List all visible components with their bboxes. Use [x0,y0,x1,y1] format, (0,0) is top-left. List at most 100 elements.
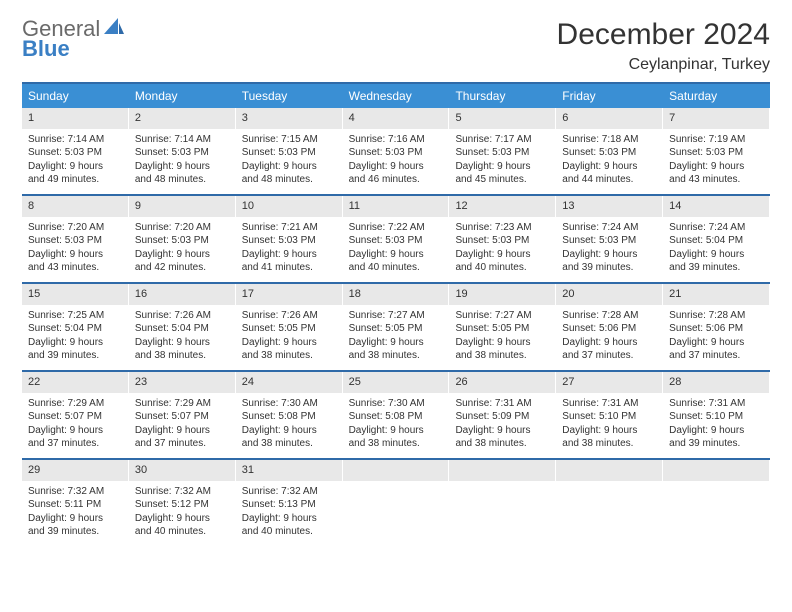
daylight-text-2: and 40 minutes. [349,261,443,275]
sunset-text: Sunset: 5:13 PM [242,498,336,512]
daylight-text: Daylight: 9 hours [669,160,763,174]
day-number: 21 [663,284,769,305]
day-cell: .. [663,460,770,546]
daylight-text: Daylight: 9 hours [349,336,443,350]
dayname-row: SundayMondayTuesdayWednesdayThursdayFrid… [22,84,770,108]
day-number: 26 [449,372,555,393]
day-number: . [556,460,662,481]
sunset-text: Sunset: 5:03 PM [135,146,229,160]
sunrise-text: Sunrise: 7:20 AM [28,221,122,235]
daylight-text-2: and 45 minutes. [455,173,549,187]
day-number: 3 [236,108,342,129]
sunset-text: Sunset: 5:05 PM [455,322,549,336]
sunrise-text: Sunrise: 7:30 AM [349,397,443,411]
day-info: Sunrise: 7:21 AMSunset: 5:03 PMDaylight:… [236,217,342,281]
sunset-text: Sunset: 5:08 PM [242,410,336,424]
sunset-text: Sunset: 5:03 PM [28,234,122,248]
daylight-text: Daylight: 9 hours [242,160,336,174]
month-title: December 2024 [557,18,770,52]
sunrise-text: Sunrise: 7:25 AM [28,309,122,323]
sunset-text: Sunset: 5:03 PM [28,146,122,160]
weeks-container: 1Sunrise: 7:14 AMSunset: 5:03 PMDaylight… [22,108,770,546]
daylight-text-2: and 39 minutes. [669,437,763,451]
day-number: 2 [129,108,235,129]
day-number: 15 [22,284,128,305]
day-cell: 16Sunrise: 7:26 AMSunset: 5:04 PMDayligh… [129,284,236,370]
day-info: Sunrise: 7:26 AMSunset: 5:05 PMDaylight:… [236,305,342,369]
sunrise-text: Sunrise: 7:20 AM [135,221,229,235]
week-row: 29Sunrise: 7:32 AMSunset: 5:11 PMDayligh… [22,460,770,546]
day-cell: 13Sunrise: 7:24 AMSunset: 5:03 PMDayligh… [556,196,663,282]
sunset-text: Sunset: 5:09 PM [455,410,549,424]
daylight-text: Daylight: 9 hours [135,424,229,438]
day-number: 12 [449,196,555,217]
daylight-text-2: and 40 minutes. [242,525,336,539]
day-cell: 27Sunrise: 7:31 AMSunset: 5:10 PMDayligh… [556,372,663,458]
logo-text: General Blue [22,18,100,60]
sunrise-text: Sunrise: 7:27 AM [455,309,549,323]
dayname: Monday [129,84,236,108]
day-cell: 18Sunrise: 7:27 AMSunset: 5:05 PMDayligh… [343,284,450,370]
sunrise-text: Sunrise: 7:26 AM [242,309,336,323]
day-info: Sunrise: 7:25 AMSunset: 5:04 PMDaylight:… [22,305,128,369]
daylight-text-2: and 38 minutes. [135,349,229,363]
daylight-text: Daylight: 9 hours [669,336,763,350]
day-cell: .. [449,460,556,546]
sunset-text: Sunset: 5:03 PM [669,146,763,160]
sunrise-text: Sunrise: 7:28 AM [669,309,763,323]
daylight-text-2: and 43 minutes. [28,261,122,275]
day-number: 29 [22,460,128,481]
sunrise-text: Sunrise: 7:17 AM [455,133,549,147]
daylight-text-2: and 42 minutes. [135,261,229,275]
title-block: December 2024 Ceylanpinar, Turkey [557,18,770,74]
day-info: Sunrise: 7:31 AMSunset: 5:09 PMDaylight:… [449,393,555,457]
week-row: 8Sunrise: 7:20 AMSunset: 5:03 PMDaylight… [22,196,770,284]
sunrise-text: Sunrise: 7:32 AM [28,485,122,499]
sunset-text: Sunset: 5:10 PM [669,410,763,424]
day-cell: 29Sunrise: 7:32 AMSunset: 5:11 PMDayligh… [22,460,129,546]
day-info: Sunrise: 7:29 AMSunset: 5:07 PMDaylight:… [22,393,128,457]
day-cell: 2Sunrise: 7:14 AMSunset: 5:03 PMDaylight… [129,108,236,194]
day-cell: 28Sunrise: 7:31 AMSunset: 5:10 PMDayligh… [663,372,770,458]
daylight-text: Daylight: 9 hours [562,160,656,174]
week-row: 22Sunrise: 7:29 AMSunset: 5:07 PMDayligh… [22,372,770,460]
daylight-text: Daylight: 9 hours [242,424,336,438]
day-number: 30 [129,460,235,481]
daylight-text: Daylight: 9 hours [669,424,763,438]
sunrise-text: Sunrise: 7:23 AM [455,221,549,235]
day-number: 13 [556,196,662,217]
sunset-text: Sunset: 5:04 PM [669,234,763,248]
day-number: 11 [343,196,449,217]
sunrise-text: Sunrise: 7:16 AM [349,133,443,147]
daylight-text: Daylight: 9 hours [349,160,443,174]
day-info: Sunrise: 7:26 AMSunset: 5:04 PMDaylight:… [129,305,235,369]
day-number: 27 [556,372,662,393]
day-cell: 21Sunrise: 7:28 AMSunset: 5:06 PMDayligh… [663,284,770,370]
sunrise-text: Sunrise: 7:14 AM [135,133,229,147]
page-header: General Blue December 2024 Ceylanpinar, … [22,18,770,74]
day-cell: 30Sunrise: 7:32 AMSunset: 5:12 PMDayligh… [129,460,236,546]
dayname: Wednesday [343,84,450,108]
day-number: 9 [129,196,235,217]
logo: General Blue [22,18,124,60]
daylight-text-2: and 48 minutes. [135,173,229,187]
daylight-text-2: and 38 minutes. [455,437,549,451]
day-number: 19 [449,284,555,305]
day-info: Sunrise: 7:29 AMSunset: 5:07 PMDaylight:… [129,393,235,457]
day-info: Sunrise: 7:16 AMSunset: 5:03 PMDaylight:… [343,129,449,193]
day-info: Sunrise: 7:17 AMSunset: 5:03 PMDaylight:… [449,129,555,193]
day-cell: 15Sunrise: 7:25 AMSunset: 5:04 PMDayligh… [22,284,129,370]
day-number: 18 [343,284,449,305]
day-info: Sunrise: 7:19 AMSunset: 5:03 PMDaylight:… [663,129,769,193]
day-info: Sunrise: 7:27 AMSunset: 5:05 PMDaylight:… [449,305,555,369]
day-number: 16 [129,284,235,305]
day-cell: 14Sunrise: 7:24 AMSunset: 5:04 PMDayligh… [663,196,770,282]
day-info: Sunrise: 7:32 AMSunset: 5:13 PMDaylight:… [236,481,342,545]
day-info: Sunrise: 7:28 AMSunset: 5:06 PMDaylight:… [663,305,769,369]
sunset-text: Sunset: 5:03 PM [242,146,336,160]
sunset-text: Sunset: 5:10 PM [562,410,656,424]
daylight-text-2: and 37 minutes. [28,437,122,451]
day-cell: 5Sunrise: 7:17 AMSunset: 5:03 PMDaylight… [449,108,556,194]
day-cell: 11Sunrise: 7:22 AMSunset: 5:03 PMDayligh… [343,196,450,282]
daylight-text: Daylight: 9 hours [28,512,122,526]
